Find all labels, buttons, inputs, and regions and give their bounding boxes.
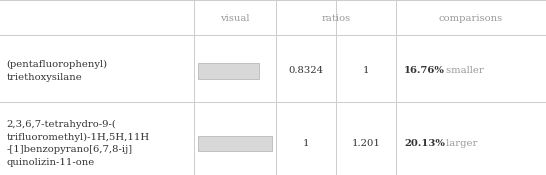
Text: 1: 1: [363, 66, 369, 75]
Text: larger: larger: [443, 139, 478, 148]
Text: smaller: smaller: [443, 66, 484, 75]
Text: 1: 1: [302, 139, 309, 148]
Text: ratios: ratios: [321, 14, 351, 23]
Text: 2,3,6,7-tetrahydro-9-(
trifluoromethyl)-1H,5H,11H
-[1]benzopyrano[6,7,8-ij]
quin: 2,3,6,7-tetrahydro-9-( trifluoromethyl)-…: [7, 120, 150, 167]
Text: visual: visual: [220, 14, 250, 23]
Text: 16.76%: 16.76%: [404, 66, 445, 75]
Text: 20.13%: 20.13%: [404, 139, 445, 148]
Text: 0.8324: 0.8324: [288, 66, 323, 75]
Bar: [198, 136, 272, 151]
Text: 1.201: 1.201: [352, 139, 380, 148]
Text: comparisons: comparisons: [439, 14, 503, 23]
Bar: [198, 63, 259, 79]
Text: (pentafluorophenyl)
triethoxysilane: (pentafluorophenyl) triethoxysilane: [7, 60, 108, 82]
